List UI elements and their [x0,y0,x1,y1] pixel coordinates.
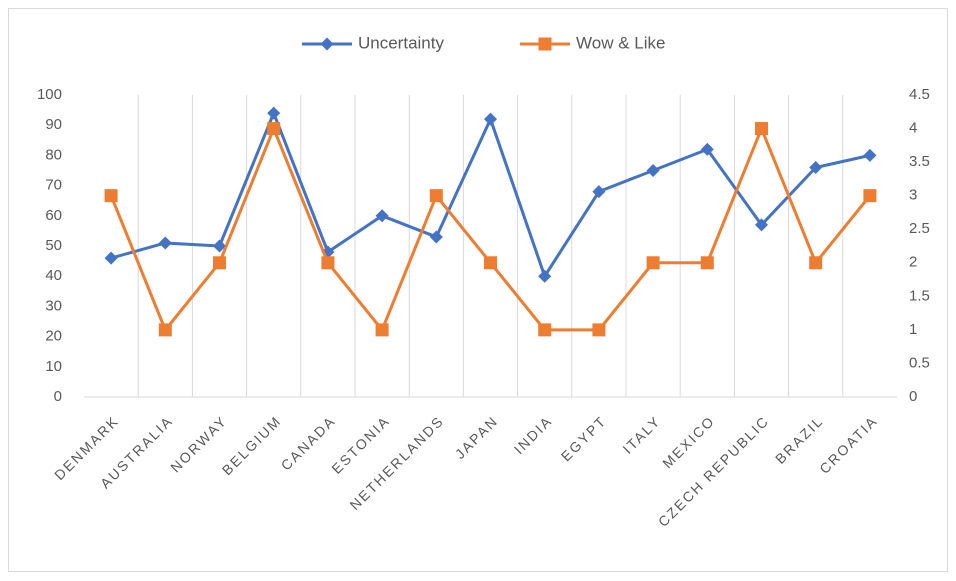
marker [158,323,172,337]
y2-tick-label: 3 [909,187,917,204]
y-tick-label: 30 [45,297,62,314]
marker [213,256,226,270]
marker [267,122,281,136]
marker [104,251,118,265]
y2-tick-label: 1 [909,321,917,338]
marker [538,323,552,337]
marker [213,239,226,253]
marker [755,218,768,232]
marker [429,230,443,244]
marker [592,323,606,337]
y-tick-label: 20 [45,328,62,345]
marker [104,189,118,203]
y2-tick-label: 2 [909,254,917,271]
marker [429,189,443,203]
marker [538,269,552,283]
y-tick-label: 60 [45,207,62,224]
marker [320,37,334,51]
marker [863,148,877,162]
y2-tick-label: 2.5 [909,220,930,237]
marker [375,209,389,223]
legend-label: Uncertainty [358,33,444,52]
y-tick-label: 0 [54,388,62,405]
y-tick-label: 70 [45,177,62,194]
marker [809,256,823,270]
y2-tick-label: 4.5 [909,86,930,103]
y2-tick-label: 4 [909,120,917,137]
marker [321,256,335,270]
y-tick-label: 50 [45,237,62,254]
y-tick-label: 10 [45,358,62,375]
y2-tick-label: 1.5 [909,287,930,304]
y-tick-label: 80 [45,146,62,163]
y-tick-label: 40 [45,267,62,284]
marker [863,189,877,203]
chart-border [8,8,948,572]
y2-tick-label: 3.5 [909,153,930,170]
marker [646,256,660,270]
y2-tick-label: 0 [909,388,917,405]
marker [809,160,823,174]
marker [592,185,606,199]
marker [646,164,660,177]
marker [700,142,714,156]
marker [700,256,714,270]
marker [538,37,552,51]
y-tick-label: 100 [37,86,62,103]
marker [755,122,768,136]
marker [321,245,335,259]
y2-tick-label: 0.5 [909,354,930,371]
marker [158,236,172,250]
legend-label: Wow & Like [576,33,665,52]
marker [484,256,497,270]
marker [375,323,389,337]
y-tick-label: 90 [45,116,62,133]
marker [267,106,281,120]
marker [484,112,497,126]
